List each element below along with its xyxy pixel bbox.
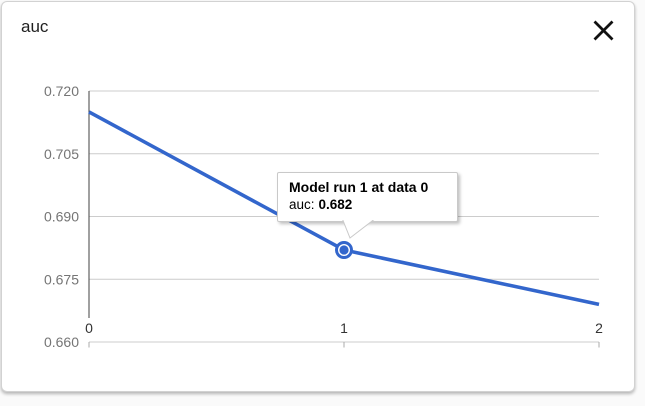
y-tick-label: 0.705 bbox=[44, 146, 79, 162]
x-tick-label: 1 bbox=[340, 320, 348, 336]
x-tick-label: 2 bbox=[595, 320, 603, 336]
close-button[interactable] bbox=[588, 15, 618, 45]
y-tick-label: 0.675 bbox=[44, 271, 79, 287]
tooltip-value-row: auc: 0.682 bbox=[289, 197, 446, 212]
y-tick-label: 0.660 bbox=[44, 334, 79, 350]
tooltip-title: Model run 1 at data 0 bbox=[289, 179, 429, 195]
close-icon bbox=[593, 20, 613, 40]
chart-title: auc bbox=[21, 17, 49, 36]
tooltip-pointer-icon bbox=[342, 220, 375, 239]
metric-chart-dialog: auc 0.720 0.705 0.690 0.675 0.660 0 1 2 Model r… bbox=[1, 1, 635, 392]
tooltip-value: 0.682 bbox=[318, 197, 353, 212]
y-tick-label: 0.720 bbox=[44, 83, 79, 99]
x-tick-label: 0 bbox=[85, 320, 93, 336]
chart-tooltip: Model run 1 at data 0 auc: 0.682 bbox=[277, 172, 458, 239]
auc-line-chart[interactable]: 0.720 0.705 0.690 0.675 0.660 0 1 2 bbox=[2, 2, 636, 393]
selected-point[interactable] bbox=[339, 245, 349, 255]
tooltip-series-label: auc: bbox=[289, 197, 315, 212]
y-tick-label: 0.690 bbox=[44, 209, 79, 225]
